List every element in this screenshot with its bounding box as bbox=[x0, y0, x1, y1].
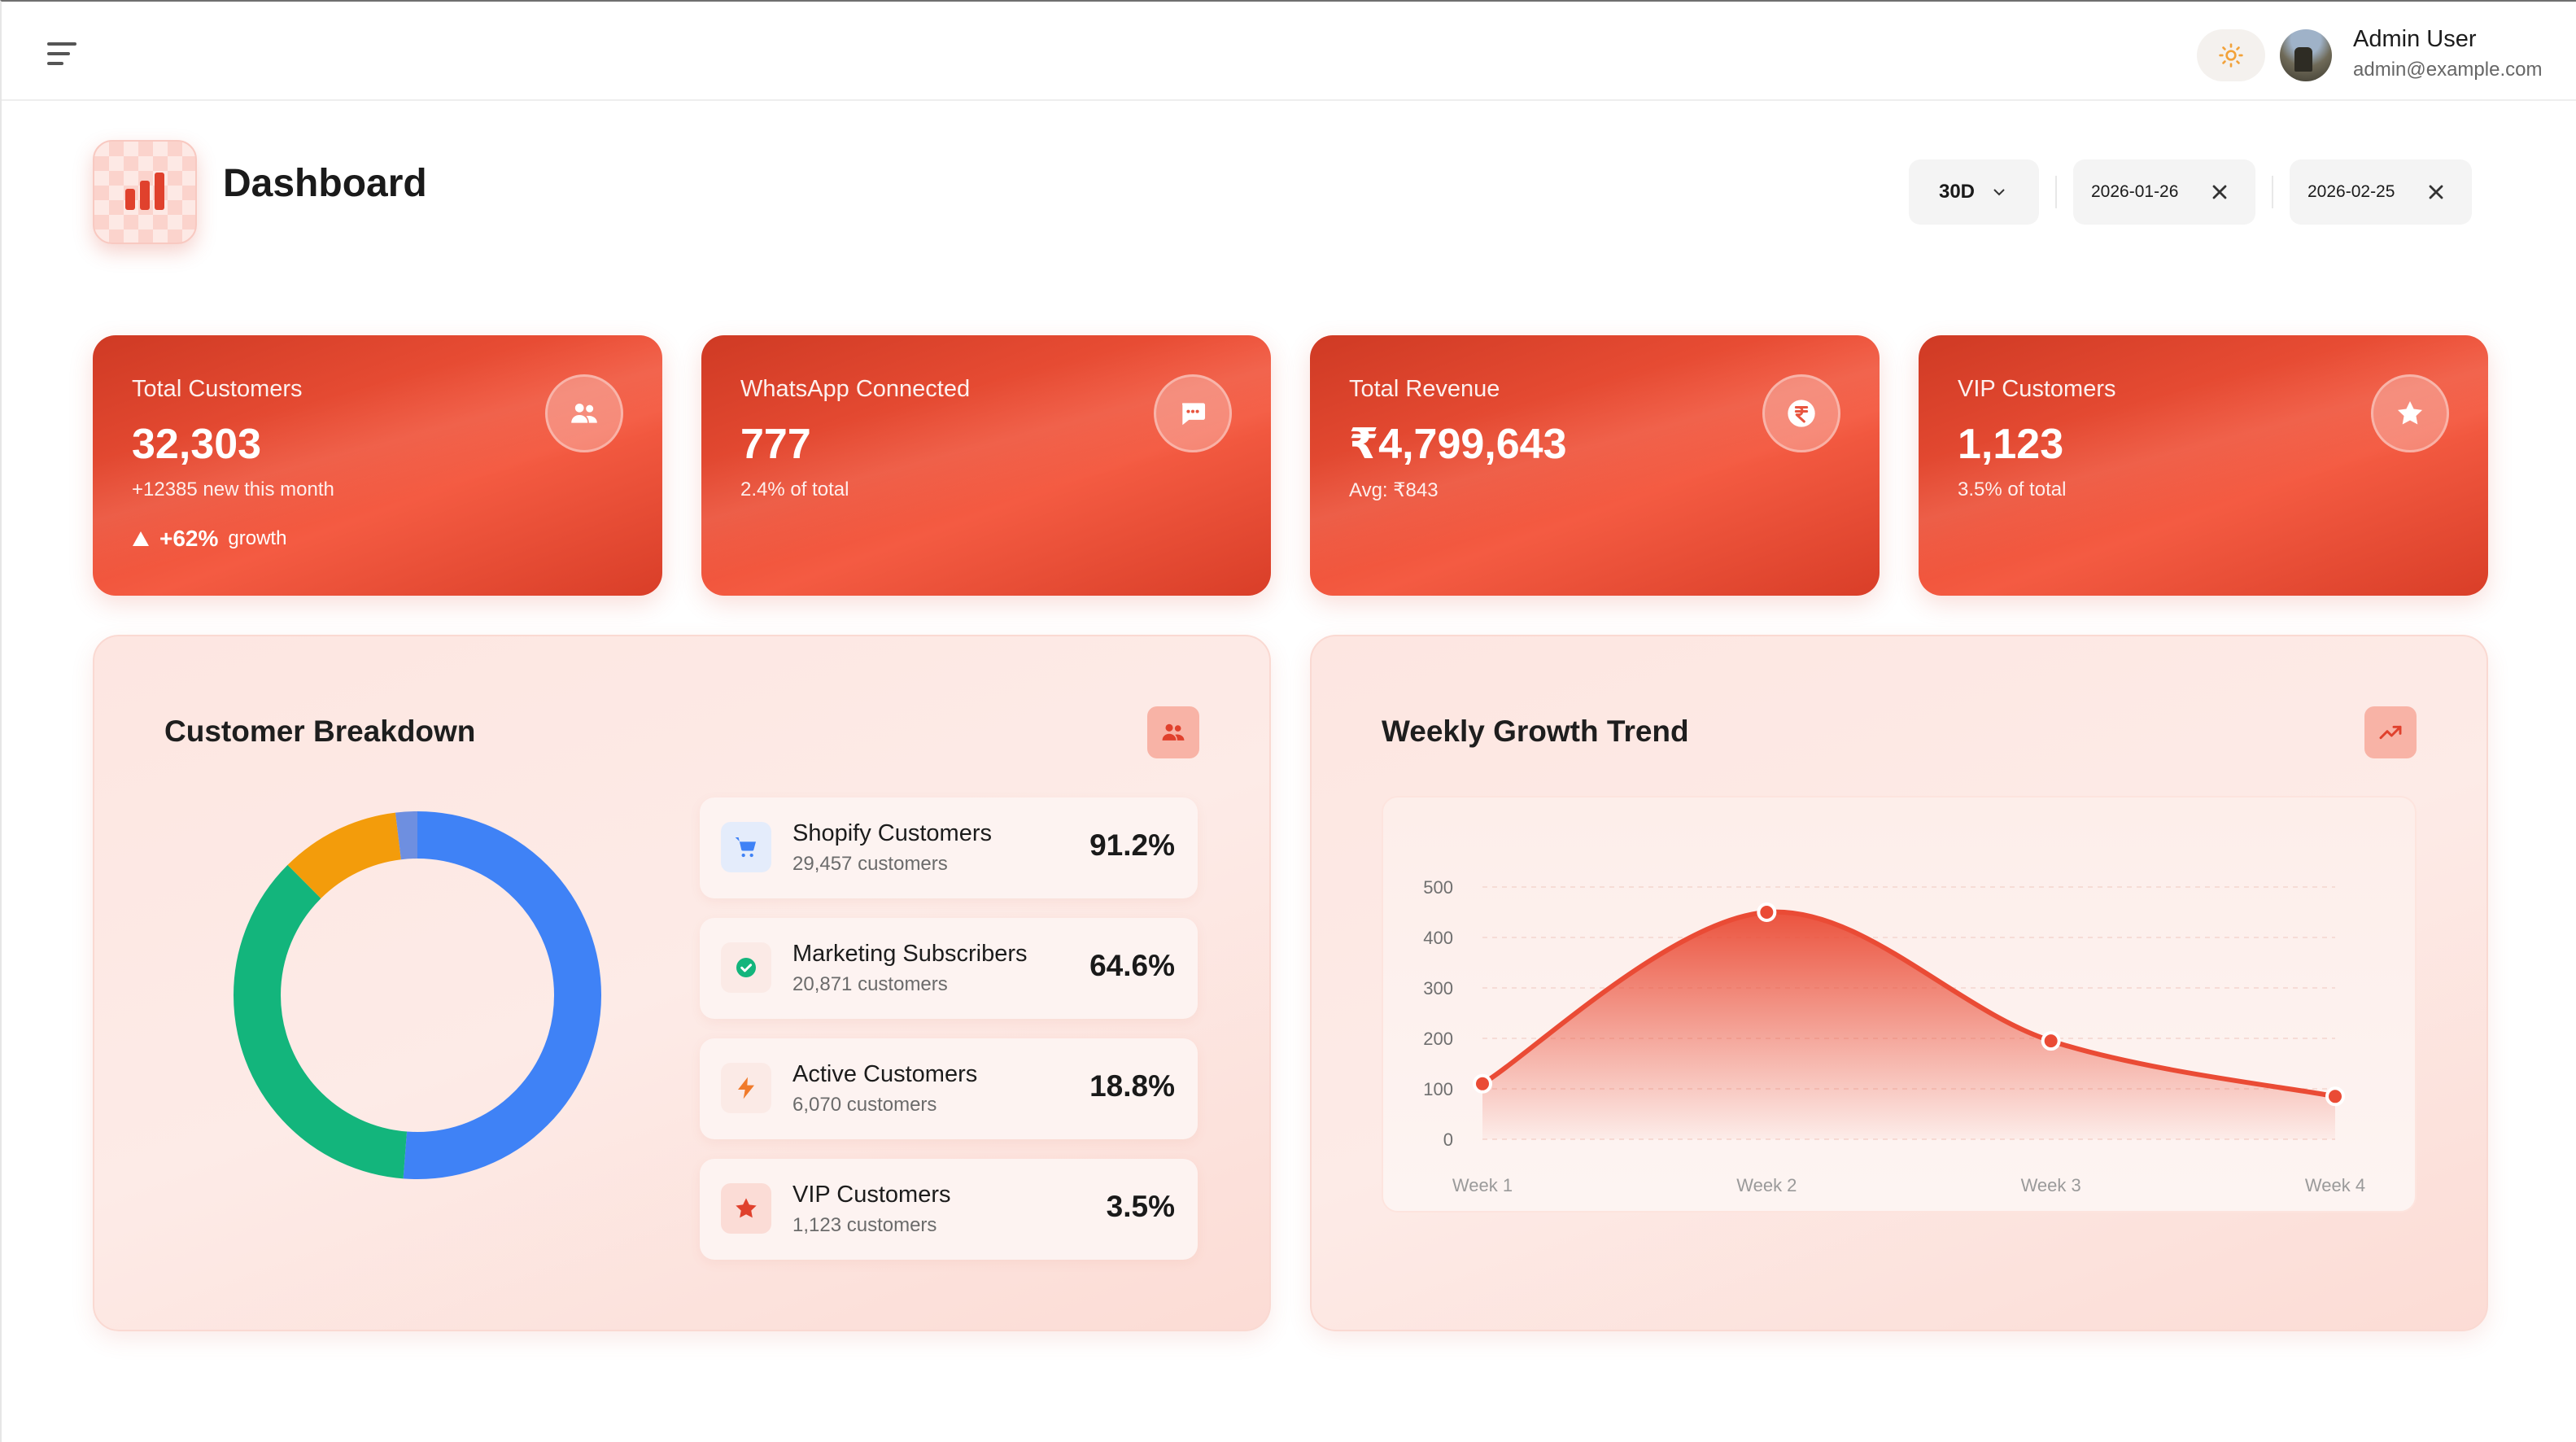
page-title: Dashboard bbox=[223, 161, 427, 206]
user-name: Admin User bbox=[2353, 26, 2477, 53]
list-item-active[interactable]: Active Customers 6,070 customers 18.8% bbox=[700, 1038, 1198, 1139]
stat-label: Total Customers bbox=[132, 376, 303, 403]
area-fill bbox=[1482, 912, 2335, 1139]
bolt-icon bbox=[721, 1063, 771, 1113]
end-date-value: 2026-02-25 bbox=[2307, 182, 2395, 202]
chevron-down-icon bbox=[1989, 182, 2009, 202]
list-item-sub: 6,070 customers bbox=[792, 1094, 937, 1116]
theme-toggle-button[interactable] bbox=[2197, 29, 2265, 81]
data-point[interactable] bbox=[2327, 1088, 2343, 1104]
x-tick-label: Week 1 bbox=[1452, 1175, 1513, 1195]
stat-label: Total Revenue bbox=[1349, 376, 1500, 403]
range-select[interactable]: 30D bbox=[1909, 159, 2039, 225]
menu-icon[interactable] bbox=[47, 42, 76, 67]
start-date-field[interactable]: 2026-01-26 bbox=[2073, 159, 2255, 225]
growth-label: growth bbox=[228, 527, 286, 550]
list-item-vip[interactable]: VIP Customers 1,123 customers 3.5% bbox=[700, 1159, 1198, 1260]
stat-value: ₹4,799,643 bbox=[1349, 420, 1567, 469]
stat-label: VIP Customers bbox=[1958, 376, 2115, 403]
y-tick-label: 300 bbox=[1423, 978, 1453, 998]
triangle-up-icon bbox=[132, 531, 150, 547]
growth-trend-chart: 0 100 200 300 400 500 Week 1 Week 2 Week 3 Week 4 bbox=[1383, 797, 2418, 1214]
list-item-title: Marketing Subscribers bbox=[792, 941, 1028, 968]
star-icon bbox=[2371, 374, 2449, 452]
clear-end-date-icon[interactable] bbox=[2425, 181, 2447, 203]
list-item-pct: 91.2% bbox=[1089, 828, 1175, 863]
list-item-marketing[interactable]: Marketing Subscribers 20,871 customers 6… bbox=[700, 918, 1198, 1019]
data-point[interactable] bbox=[1758, 904, 1775, 920]
stat-value: 32,303 bbox=[132, 420, 261, 469]
stat-sub: 2.4% of total bbox=[740, 478, 849, 501]
y-tick-label: 400 bbox=[1423, 928, 1453, 948]
list-item-pct: 18.8% bbox=[1089, 1069, 1175, 1103]
list-item-sub: 29,457 customers bbox=[792, 853, 948, 876]
list-item-title: Active Customers bbox=[792, 1061, 977, 1088]
divider bbox=[2055, 176, 2057, 208]
x-tick-label: Week 3 bbox=[2021, 1175, 2081, 1195]
range-value: 30D bbox=[1939, 181, 1975, 203]
star-icon bbox=[721, 1183, 771, 1234]
list-item-title: VIP Customers bbox=[792, 1182, 950, 1208]
stat-sub: 3.5% of total bbox=[1958, 478, 2066, 501]
stat-growth: +62% growth bbox=[132, 526, 286, 552]
dashboard-logo-icon bbox=[93, 140, 197, 244]
panel-title: Weekly Growth Trend bbox=[1382, 714, 1689, 749]
y-tick-label: 500 bbox=[1423, 877, 1453, 898]
stat-value: 1,123 bbox=[1958, 420, 2063, 469]
x-tick-label: Week 4 bbox=[2305, 1175, 2365, 1195]
sun-icon bbox=[2218, 42, 2244, 68]
data-point[interactable] bbox=[2043, 1033, 2059, 1049]
y-tick-label: 200 bbox=[1423, 1029, 1453, 1049]
list-item-pct: 64.6% bbox=[1089, 949, 1175, 983]
end-date-field[interactable]: 2026-02-25 bbox=[2290, 159, 2472, 225]
top-bar: Admin User admin@example.com bbox=[2, 2, 2576, 101]
avatar[interactable] bbox=[2280, 29, 2332, 81]
list-item-sub: 1,123 customers bbox=[792, 1214, 937, 1237]
stat-sub: Avg: ₹843 bbox=[1349, 478, 1439, 502]
chat-icon bbox=[1154, 374, 1232, 452]
chart-container: 0 100 200 300 400 500 Week 1 Week 2 Week 3 Week 4 bbox=[1382, 796, 2417, 1213]
stat-sub: +12385 new this month bbox=[132, 478, 334, 501]
stat-card-total-revenue: Total Revenue ₹4,799,643 Avg: ₹843 bbox=[1310, 335, 1880, 596]
customer-breakdown-panel: Customer Breakdown Shopify Customers 29,… bbox=[93, 635, 1271, 1331]
cart-icon bbox=[721, 822, 771, 872]
donut-chart bbox=[226, 804, 609, 1186]
users-icon[interactable] bbox=[1147, 706, 1199, 758]
clear-start-date-icon[interactable] bbox=[2208, 181, 2231, 203]
x-tick-label: Week 2 bbox=[1736, 1175, 1797, 1195]
start-date-value: 2026-01-26 bbox=[2091, 182, 2178, 202]
list-item-sub: 20,871 customers bbox=[792, 973, 948, 996]
weekly-growth-panel: Weekly Growth Trend 0 100 200 300 400 500 Week… bbox=[1310, 635, 2488, 1331]
list-item-shopify[interactable]: Shopify Customers 29,457 customers 91.2% bbox=[700, 797, 1198, 898]
list-item-pct: 3.5% bbox=[1107, 1190, 1175, 1224]
stat-card-whatsapp: WhatsApp Connected 777 2.4% of total bbox=[701, 335, 1271, 596]
stat-card-vip-customers: VIP Customers 1,123 3.5% of total bbox=[1919, 335, 2488, 596]
stat-label: WhatsApp Connected bbox=[740, 376, 970, 403]
y-tick-label: 0 bbox=[1443, 1130, 1453, 1150]
growth-value: +62% bbox=[159, 526, 218, 552]
panel-title: Customer Breakdown bbox=[164, 714, 475, 749]
check-icon bbox=[721, 942, 771, 993]
data-point[interactable] bbox=[1474, 1076, 1491, 1092]
stat-card-total-customers: Total Customers 32,303 +12385 new this m… bbox=[93, 335, 662, 596]
y-tick-label: 100 bbox=[1423, 1079, 1453, 1099]
users-icon bbox=[545, 374, 623, 452]
trending-up-icon[interactable] bbox=[2364, 706, 2417, 758]
divider bbox=[2272, 176, 2273, 208]
rupee-icon bbox=[1762, 374, 1840, 452]
stat-value: 777 bbox=[740, 420, 811, 469]
user-email: admin@example.com bbox=[2353, 59, 2542, 81]
list-item-title: Shopify Customers bbox=[792, 820, 992, 847]
